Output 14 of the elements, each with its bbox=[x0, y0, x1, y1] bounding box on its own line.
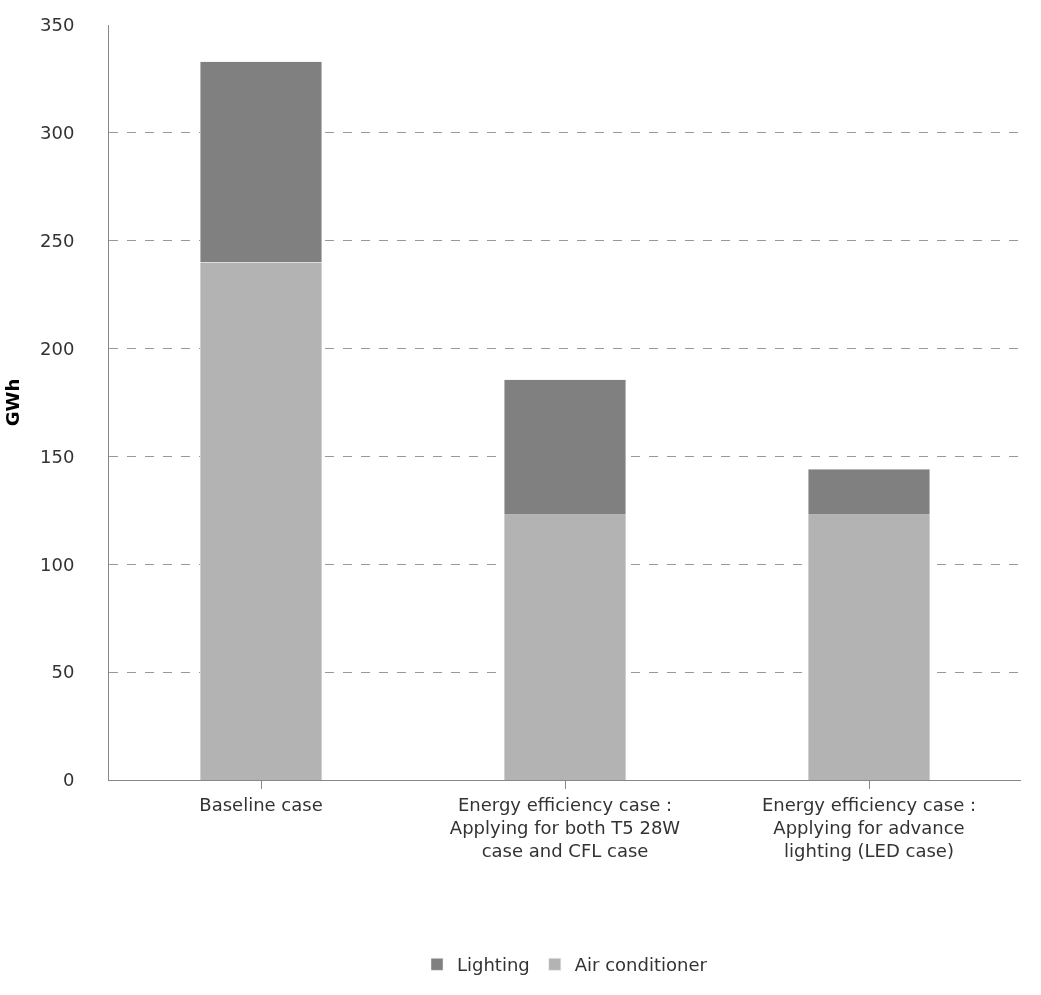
legend-label: Air conditioner bbox=[574, 954, 708, 976]
y-tick-label: 200 bbox=[40, 337, 75, 359]
y-tick-label: 0 bbox=[62, 769, 75, 791]
y-tick-label: 350 bbox=[40, 14, 75, 36]
y-axis-title: GWh bbox=[2, 378, 24, 427]
y-tick-label: 100 bbox=[40, 553, 75, 575]
y-tick-label: 250 bbox=[40, 230, 75, 252]
x-tick-label: Baseline case bbox=[199, 793, 323, 815]
y-tick-label: 150 bbox=[40, 445, 75, 467]
y-tick-label: 50 bbox=[51, 661, 75, 683]
x-tick-label: Energy efficiency case : Applying for advance lighting (LED case) bbox=[761, 793, 977, 862]
y-tick-label: 300 bbox=[40, 122, 75, 144]
legend-label: Lighting bbox=[457, 954, 530, 976]
x-tick-label: Energy efficiency case : Applying for both T5 28W case and CFL case bbox=[449, 793, 681, 862]
